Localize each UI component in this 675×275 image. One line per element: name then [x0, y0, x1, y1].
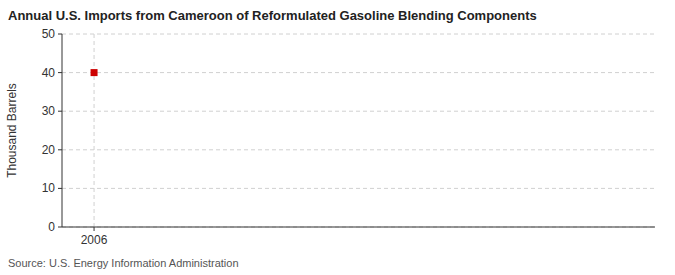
y-tick-label: 40	[42, 66, 56, 80]
grid	[62, 34, 655, 227]
data-point	[91, 69, 98, 76]
y-axis-line	[62, 34, 63, 227]
chart-svg: 0 10 20 30 40 50 2006 Annual U.S. Imports from …	[0, 0, 675, 275]
grid-line-y	[62, 111, 655, 112]
y-tick-label: 50	[42, 27, 56, 41]
y-tick	[58, 149, 62, 150]
x-axis-line	[62, 227, 655, 228]
points	[91, 69, 98, 76]
y-axis-label: Thousand Barrels	[5, 83, 19, 178]
grid-line-x	[94, 34, 95, 227]
grid-line-y	[62, 188, 655, 189]
y-tick	[58, 227, 62, 228]
title: Annual U.S. Imports from Cameroon of Ref…	[8, 8, 537, 23]
y-tick-label: 10	[42, 181, 56, 195]
y-tick-label: 0	[48, 220, 55, 234]
x-tick	[94, 227, 95, 231]
x-tick-label: 2006	[81, 233, 108, 247]
grid-line-y	[62, 149, 655, 150]
y-tick	[58, 34, 62, 35]
y-tick	[58, 188, 62, 189]
grid-line-y	[62, 34, 655, 35]
grid-line-y	[62, 72, 655, 73]
chart-container: 0 10 20 30 40 50 2006 Annual U.S. Imports from …	[0, 0, 675, 275]
y-tick	[58, 72, 62, 73]
y-tick-label: 30	[42, 104, 56, 118]
y-tick-label: 20	[42, 143, 56, 157]
source-note: Source: U.S. Energy Information Administ…	[8, 257, 239, 269]
grid-line-y	[62, 227, 655, 228]
y-tick	[58, 111, 62, 112]
